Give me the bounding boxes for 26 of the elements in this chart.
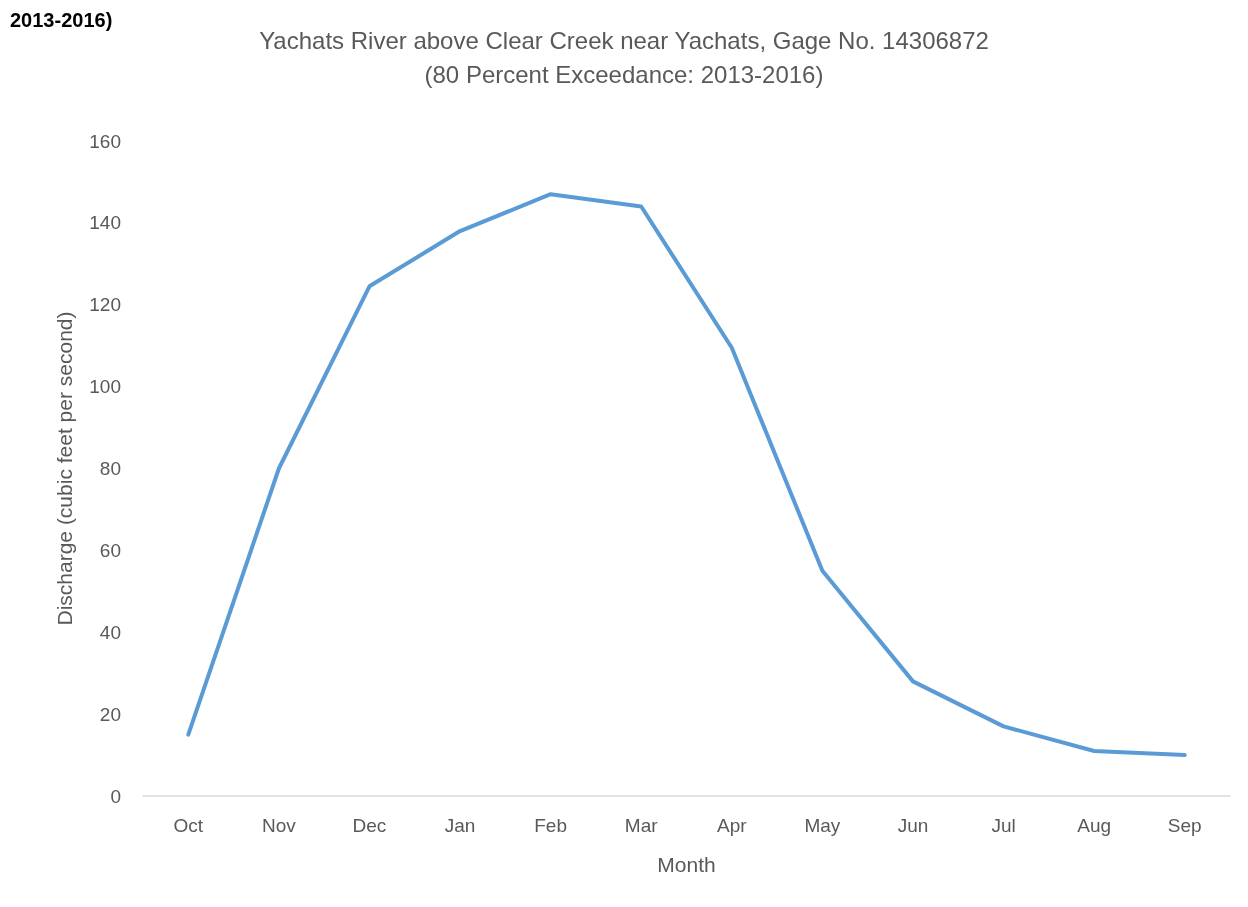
x-tick-label: Jul	[991, 815, 1016, 836]
y-tick-label: 140	[89, 212, 121, 234]
y-tick-label: 160	[89, 130, 121, 152]
x-tick-label: Sep	[1167, 815, 1202, 836]
line-series	[186, 192, 1187, 758]
x-tick-label: Mar	[624, 815, 659, 836]
y-tick-label: 0	[110, 785, 121, 807]
y-tick-label: 40	[99, 621, 121, 643]
y-tick-label: 20	[99, 703, 121, 725]
x-tick-label: May	[804, 815, 841, 836]
x-tick-label: Feb	[534, 815, 567, 836]
y-tick-label: 80	[99, 458, 121, 479]
text: 2013-2016)	[10, 9, 113, 31]
y-tick-label: 120	[89, 294, 121, 316]
y-tick-label: 100	[89, 376, 121, 398]
y-tick-label: 60	[99, 539, 121, 561]
x-tick-label: Oct	[173, 815, 204, 836]
x-tick-label: Jan	[444, 815, 476, 836]
x-tick-label: Apr	[717, 815, 748, 836]
y-axis-title: Discharge (cubic feet per second)	[53, 311, 76, 626]
chart-title: Yachats River above Clear Creek near Yachats, Gage No. 14306872 (80 Percent Exceedance: 2013-2016)	[259, 26, 989, 88]
x-tick-label: Dec	[352, 815, 387, 836]
x-tick-label: Jun	[897, 815, 929, 836]
x-tick-label: Aug	[1077, 815, 1112, 836]
x-tick-label: Nov	[261, 815, 297, 836]
x-axis-title: Month	[657, 853, 716, 876]
